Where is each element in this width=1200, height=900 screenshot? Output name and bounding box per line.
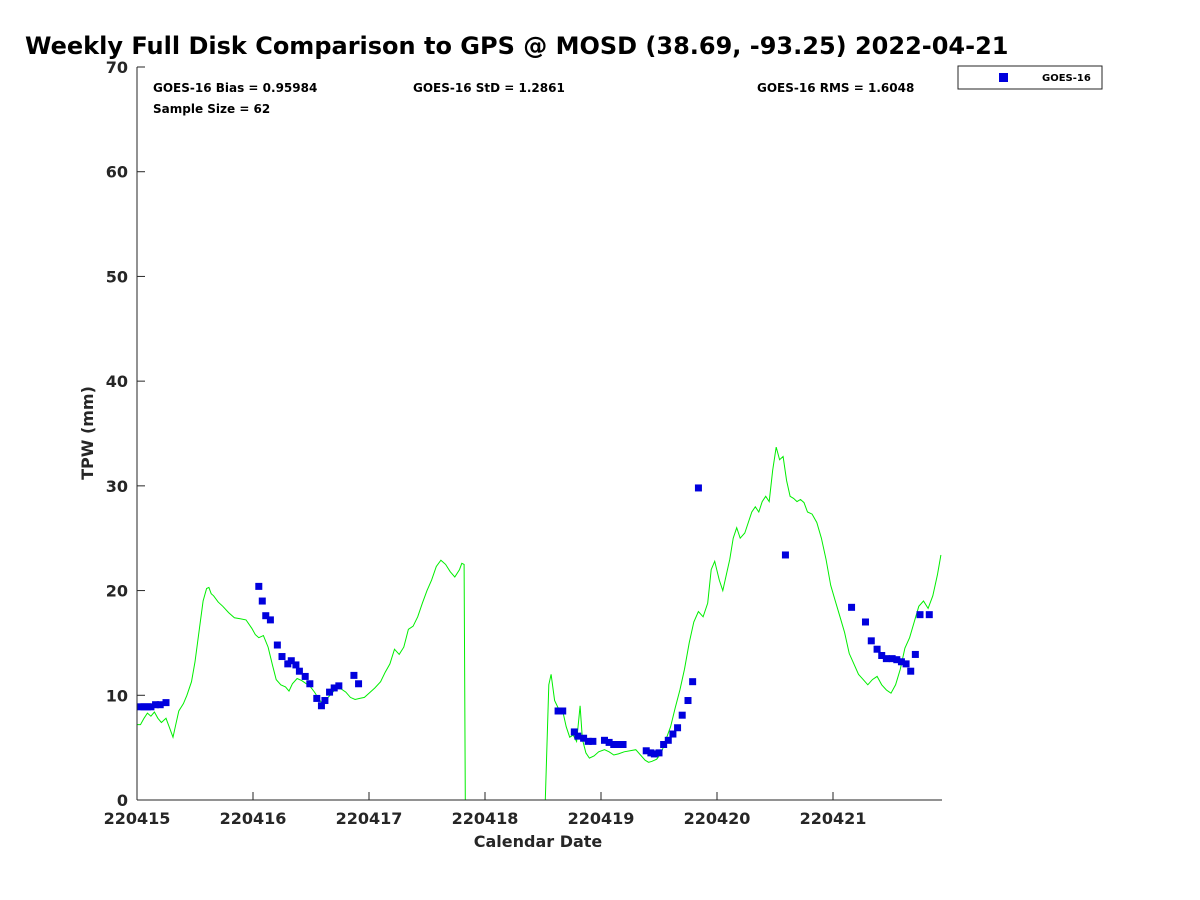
- goes16-point: [916, 611, 924, 619]
- goes16-point: [861, 618, 869, 626]
- goes16-point: [559, 707, 567, 715]
- goes16-point: [162, 699, 170, 707]
- legend: GOES-16: [957, 65, 1103, 90]
- gps-line-segment: [137, 559, 466, 801]
- goes16-point: [650, 750, 658, 758]
- goes16-point: [674, 724, 682, 732]
- chart-title: Weekly Full Disk Comparison to GPS @ MOS…: [25, 32, 1008, 60]
- std-stat: GOES-16 StD = 1.2861: [413, 81, 565, 95]
- goes16-point: [878, 651, 886, 659]
- goes16-point: [882, 655, 890, 663]
- x-tick-label: 220419: [568, 809, 635, 828]
- goes16-series: [136, 484, 933, 758]
- goes16-point: [330, 684, 338, 692]
- y-tick-label: 20: [106, 582, 128, 601]
- goes16-point: [554, 707, 562, 715]
- y-ticks: 0 10 20 30 40 50 60 70: [106, 58, 145, 810]
- goes16-point: [911, 650, 919, 658]
- goes16-point: [317, 702, 325, 710]
- goes16-point: [301, 672, 309, 680]
- goes16-point: [255, 582, 263, 590]
- goes16-point: [156, 701, 164, 709]
- goes16-point: [902, 660, 910, 668]
- x-tick-label: 220418: [452, 809, 519, 828]
- goes16-point: [321, 697, 329, 705]
- goes16-point: [678, 711, 686, 719]
- goes16-point: [580, 734, 588, 742]
- x-tick-label: 220420: [684, 809, 751, 828]
- goes16-point: [313, 694, 321, 702]
- goes16-point: [907, 667, 915, 675]
- legend-label-goes16: GOES-16: [1042, 73, 1091, 84]
- goes16-point: [619, 741, 627, 749]
- legend-marker-goes16: [999, 73, 1008, 82]
- stats-block: GOES-16 Bias = 0.95984 GOES-16 StD = 1.2…: [153, 81, 914, 116]
- goes16-point: [278, 653, 286, 661]
- goes16-point: [660, 741, 668, 749]
- goes16-point: [350, 671, 358, 679]
- goes16-point: [893, 656, 901, 664]
- goes16-point: [574, 732, 582, 740]
- goes16-point: [326, 688, 334, 696]
- goes16-point: [867, 637, 875, 645]
- goes16-point: [584, 737, 592, 745]
- goes16-point: [570, 728, 578, 736]
- goes16-point: [642, 747, 650, 755]
- goes16-point: [306, 680, 314, 688]
- goes16-point: [266, 616, 274, 624]
- x-tick-label: 220415: [104, 809, 171, 828]
- y-tick-label: 10: [106, 686, 128, 705]
- rms-stat: GOES-16 RMS = 1.6048: [757, 81, 914, 95]
- goes16-point: [589, 737, 597, 745]
- gps-series: [137, 446, 942, 801]
- sample-size-stat: Sample Size = 62: [153, 102, 270, 116]
- goes16-point: [897, 658, 905, 666]
- goes16-point: [655, 749, 663, 757]
- axes: 0 10 20 30 40 50 60 70 220415 220416 220417 220418…: [104, 58, 942, 828]
- goes16-point: [610, 741, 618, 749]
- goes16-point: [287, 657, 295, 665]
- y-tick-label: 60: [106, 163, 128, 182]
- goes16-point: [614, 741, 622, 749]
- goes16-point: [925, 611, 933, 619]
- goes16-point: [600, 736, 608, 744]
- goes16-point: [873, 645, 881, 653]
- goes16-point: [292, 661, 300, 669]
- goes16-point: [295, 667, 303, 675]
- goes16-point: [273, 641, 281, 649]
- goes16-point: [669, 730, 677, 738]
- goes16-point: [888, 655, 896, 663]
- goes16-point: [689, 678, 697, 686]
- goes16-point: [605, 738, 613, 746]
- goes16-point: [152, 701, 160, 709]
- y-tick-label: 50: [106, 267, 128, 286]
- plot-area: [136, 446, 942, 801]
- legend-box: [957, 65, 1103, 90]
- x-ticks: 220415 220416 220417 220418 220419 220420 2204…: [104, 792, 867, 828]
- goes16-point: [258, 597, 266, 605]
- goes16-point: [694, 484, 702, 492]
- y-tick-label: 30: [106, 477, 128, 496]
- x-tick-label: 220421: [800, 809, 867, 828]
- goes16-point: [684, 697, 692, 705]
- goes16-point: [147, 703, 155, 711]
- x-tick-label: 220416: [220, 809, 287, 828]
- y-tick-label: 70: [106, 58, 128, 77]
- bias-stat: GOES-16 Bias = 0.95984: [153, 81, 317, 95]
- y-tick-label: 40: [106, 372, 128, 391]
- goes16-point: [781, 551, 789, 559]
- y-tick-label: 0: [117, 791, 128, 810]
- goes16-point: [355, 680, 363, 688]
- y-axis-label: TPW (mm): [78, 386, 97, 480]
- goes16-point: [335, 682, 343, 690]
- goes16-point: [262, 612, 270, 620]
- gps-line-segment: [544, 446, 942, 801]
- goes16-point: [664, 736, 672, 744]
- x-tick-label: 220417: [336, 809, 403, 828]
- x-axis-label: Calendar Date: [474, 832, 603, 851]
- goes16-point: [848, 603, 856, 611]
